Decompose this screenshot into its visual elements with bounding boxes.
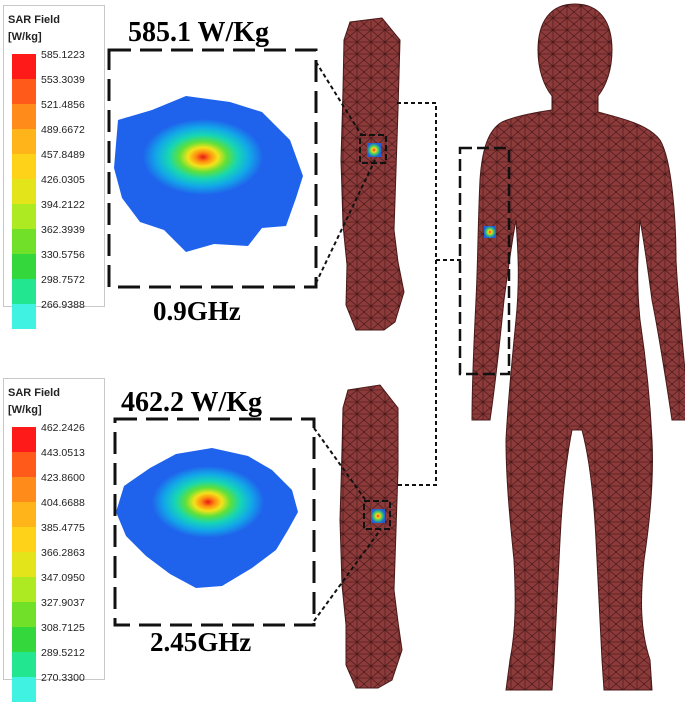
legend-title: SAR Field — [8, 14, 60, 26]
legend-level-label: 443.0513 — [41, 447, 85, 459]
legend-level-label: 366.2863 — [41, 547, 85, 559]
legend-swatch — [12, 79, 36, 104]
legend-level-label: 327.9037 — [41, 597, 85, 609]
legend-level-label: 423.8600 — [41, 472, 85, 484]
legend-swatch — [12, 527, 36, 552]
legend-level-label: 347.0950 — [41, 572, 85, 584]
legend-swatch — [12, 179, 36, 204]
legend-level-label: 426.0305 — [41, 174, 85, 186]
sar-legend-0.9ghz: SAR Field [W/kg] 585.1223 553.3039 521.485… — [3, 5, 105, 329]
legend-swatch — [12, 502, 36, 527]
legend-swatch — [12, 427, 36, 452]
legend-swatch — [12, 229, 36, 254]
legend-swatch — [12, 577, 36, 602]
sar-zoom-panel-0.9ghz — [107, 48, 318, 289]
legend-swatch — [12, 279, 36, 304]
connector-lines — [313, 61, 462, 622]
legend-level-label: 289.5212 — [41, 647, 85, 659]
legend-swatch — [12, 54, 36, 79]
legend-swatch — [12, 254, 36, 279]
legend-swatch — [12, 652, 36, 677]
frequency-label-2.45ghz: 2.45GHz — [150, 627, 252, 657]
legend-swatch — [12, 304, 36, 329]
peak-sar-label-2.45ghz: 462.2 W/Kg — [121, 387, 263, 418]
legend-level-label: 394.2122 — [41, 199, 85, 211]
peak-sar-label-0.9ghz: 585.1 W/Kg — [128, 17, 270, 48]
legend-swatch — [12, 602, 36, 627]
legend-swatch — [12, 154, 36, 179]
legend-swatch — [12, 477, 36, 502]
legend-swatch — [12, 129, 36, 154]
frequency-label-0.9ghz: 0.9GHz — [153, 296, 241, 326]
legend-swatch — [12, 627, 36, 652]
legend-unit: [W/kg] — [8, 31, 42, 43]
legend-swatch — [12, 104, 36, 129]
legend-level-label: 521.4856 — [41, 99, 85, 111]
arm-model-upper — [340, 17, 405, 331]
legend-level-label: 489.6672 — [41, 124, 85, 136]
legend-level-label: 298.7572 — [41, 274, 85, 286]
legend-level-label: 404.6688 — [41, 497, 85, 509]
human-body-model — [458, 3, 685, 691]
legend-level-label: 385.4775 — [41, 522, 85, 534]
legend-level-label: 362.3939 — [41, 224, 85, 236]
sar-zoom-panel-2.45ghz — [113, 417, 316, 627]
legend-level-label: 462.2426 — [41, 422, 85, 434]
legend-level-label: 457.8489 — [41, 149, 85, 161]
legend-swatch — [12, 204, 36, 229]
legend-level-label: 553.3039 — [41, 74, 85, 86]
legend-level-label: 585.1223 — [41, 49, 85, 61]
legend-level-label: 330.5756 — [41, 249, 85, 261]
legend-unit: [W/kg] — [8, 404, 42, 416]
legend-swatch — [12, 452, 36, 477]
legend-level-label: 266.9388 — [41, 299, 85, 311]
legend-swatch — [12, 552, 36, 577]
legend-title: SAR Field — [8, 387, 60, 399]
arm-model-lower — [339, 384, 403, 689]
legend-level-label: 270.3300 — [41, 672, 85, 684]
legend-level-label: 308.7125 — [41, 622, 85, 634]
sar-legend-2.45ghz: SAR Field [W/kg] 462.2426 443.0513 423.860… — [3, 378, 105, 702]
